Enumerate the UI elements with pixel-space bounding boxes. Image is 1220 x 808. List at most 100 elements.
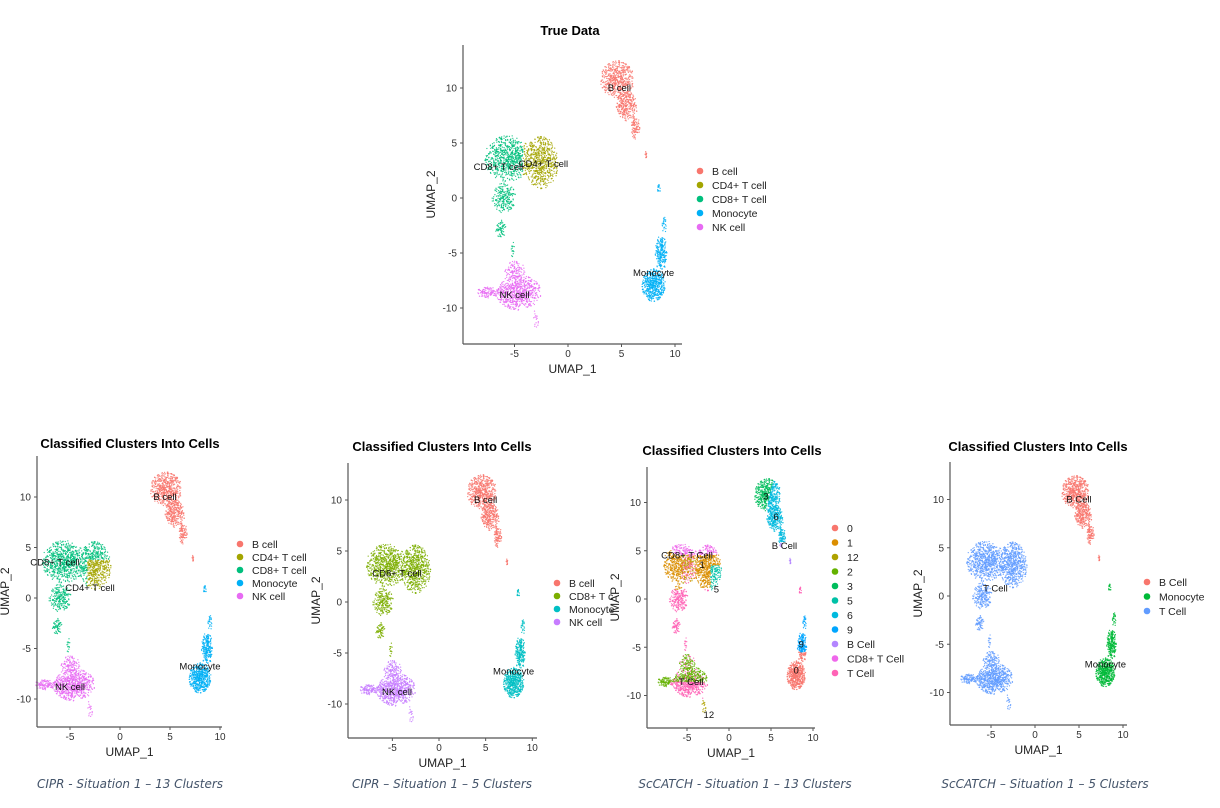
point — [551, 169, 553, 172]
point — [633, 119, 635, 122]
point — [659, 253, 662, 256]
point — [659, 288, 662, 290]
y-tick-label: 10 — [446, 84, 458, 95]
point — [556, 170, 558, 172]
point — [624, 83, 626, 86]
point — [531, 145, 534, 147]
point — [509, 307, 511, 309]
point — [167, 481, 169, 483]
point — [616, 71, 618, 73]
point — [615, 90, 617, 92]
point — [550, 150, 552, 152]
point — [630, 99, 633, 101]
point — [626, 82, 628, 84]
point — [508, 196, 510, 199]
point — [500, 211, 502, 214]
point — [499, 151, 502, 153]
point — [552, 180, 554, 182]
point — [624, 94, 627, 96]
point — [618, 111, 620, 113]
point — [612, 65, 614, 67]
point — [537, 141, 539, 143]
point — [545, 186, 547, 189]
point — [662, 221, 665, 223]
point — [156, 487, 159, 490]
point — [503, 183, 505, 186]
point — [533, 310, 536, 312]
point — [502, 197, 505, 199]
point — [516, 280, 518, 283]
point — [613, 86, 615, 88]
point — [555, 171, 558, 173]
point — [512, 139, 514, 141]
point — [527, 276, 530, 279]
point — [627, 113, 629, 116]
point — [514, 307, 517, 310]
point — [633, 116, 635, 118]
point — [539, 183, 541, 185]
point — [524, 281, 527, 283]
y-tick-label: 5 — [451, 139, 457, 150]
point — [627, 101, 629, 103]
point — [629, 116, 631, 119]
point — [604, 89, 607, 91]
point — [176, 476, 178, 479]
point — [520, 271, 523, 273]
point — [503, 154, 505, 156]
point — [665, 225, 667, 227]
point — [661, 249, 663, 252]
point — [494, 290, 496, 293]
point — [531, 291, 534, 294]
point — [619, 85, 622, 87]
point — [539, 176, 542, 178]
point — [166, 506, 168, 509]
point — [507, 145, 509, 147]
point — [630, 96, 632, 99]
point — [181, 519, 183, 521]
point — [178, 523, 180, 525]
point — [627, 71, 630, 74]
point — [495, 148, 497, 151]
point — [618, 63, 620, 66]
point — [503, 176, 505, 179]
point — [496, 148, 499, 150]
point — [663, 286, 665, 289]
point — [537, 289, 539, 291]
point — [482, 292, 484, 294]
point — [530, 148, 532, 151]
point — [503, 135, 505, 137]
point — [530, 156, 533, 158]
point — [659, 190, 661, 192]
point — [654, 294, 656, 296]
point — [650, 300, 653, 302]
point — [645, 152, 647, 154]
y-tick-label: 0 — [451, 194, 457, 205]
point — [509, 153, 511, 155]
point — [609, 89, 611, 91]
point — [492, 294, 495, 297]
point — [528, 179, 530, 181]
point — [546, 174, 549, 176]
point — [522, 264, 524, 266]
point — [500, 236, 502, 238]
point — [649, 294, 651, 297]
point — [516, 137, 518, 139]
point — [629, 103, 631, 105]
point — [621, 72, 623, 74]
point — [663, 289, 666, 291]
point — [657, 242, 659, 244]
point — [606, 75, 609, 78]
point — [655, 247, 658, 249]
point — [512, 308, 515, 310]
point — [632, 121, 634, 123]
point — [159, 489, 162, 491]
point — [179, 494, 181, 496]
point — [546, 178, 548, 180]
point — [496, 224, 498, 227]
point — [543, 175, 545, 177]
point — [532, 179, 534, 181]
point — [498, 222, 500, 225]
point — [510, 286, 512, 288]
point — [528, 285, 531, 287]
point — [173, 508, 175, 511]
